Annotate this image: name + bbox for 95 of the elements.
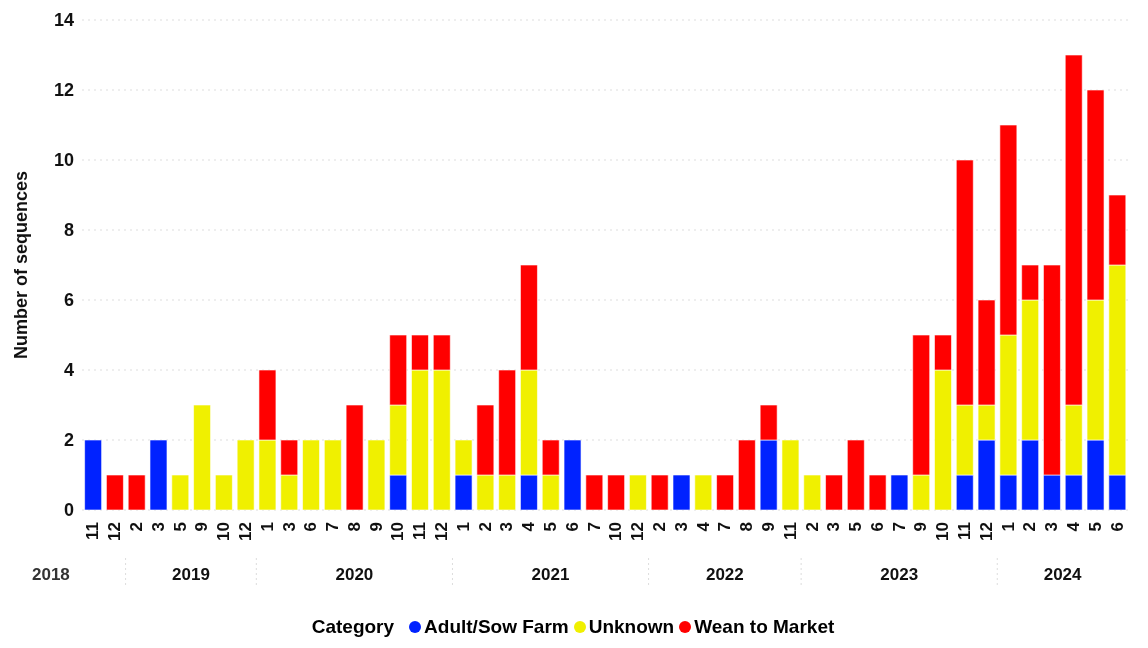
bar xyxy=(106,474,124,510)
bar xyxy=(171,474,190,510)
text: 2020 xyxy=(335,565,374,584)
x-tick-label: 5 xyxy=(541,522,561,532)
bar xyxy=(847,439,865,510)
x-tick-label: 10 xyxy=(214,522,234,541)
bar xyxy=(84,439,102,510)
x-tick-label: 2 xyxy=(1020,522,1040,532)
legend-label: Unknown xyxy=(587,616,675,637)
x-tick-label: 5 xyxy=(846,522,866,532)
x-tick-label: 9 xyxy=(192,522,212,532)
text: 2024 xyxy=(1043,565,1083,584)
y-tick-label: 4 xyxy=(63,360,74,381)
x-tick-label: 4 xyxy=(519,521,539,532)
x-tick-label: 12 xyxy=(976,522,996,541)
x-tick-label: 2 xyxy=(649,522,669,532)
x-tick-label: 6 xyxy=(301,522,321,532)
x-tick-label: 4 xyxy=(693,521,713,532)
text: 2018 xyxy=(32,565,70,584)
bar xyxy=(149,439,168,510)
bar xyxy=(738,439,756,510)
bar xyxy=(868,474,887,510)
x-tick-label: 12 xyxy=(235,522,255,541)
x-tick-label: 9 xyxy=(911,522,931,532)
bar xyxy=(367,439,386,510)
x-tick-label: 10 xyxy=(388,522,408,541)
x-tick-label: 7 xyxy=(889,522,909,532)
y-tick-label: 14 xyxy=(53,10,74,31)
y-axis-title: Number of sequences xyxy=(11,170,32,360)
x-tick-label: 12 xyxy=(628,522,648,541)
bar xyxy=(629,474,647,510)
x-tick-label: 8 xyxy=(737,522,757,532)
x-tick-label: 9 xyxy=(366,522,386,532)
legend-label: Wean to Market xyxy=(693,616,835,637)
y-tick-label: 12 xyxy=(53,80,74,101)
x-tick-label: 3 xyxy=(1042,522,1062,532)
x-tick-label: 2 xyxy=(802,522,822,532)
x-tick-label: 10 xyxy=(933,522,953,541)
bar xyxy=(825,474,843,510)
bar xyxy=(650,474,669,510)
bar xyxy=(672,474,691,510)
x-tick-label: 6 xyxy=(562,522,582,532)
x-tick-label: 11 xyxy=(780,522,800,540)
x-tick-label: 3 xyxy=(824,522,844,532)
y-tick-label: 6 xyxy=(63,290,74,311)
x-tick-label: 3 xyxy=(497,522,517,532)
bar xyxy=(890,474,909,510)
x-tick-label: 3 xyxy=(671,522,691,532)
bar xyxy=(236,439,255,510)
x-tick-label: 7 xyxy=(715,522,735,532)
x-tick-label: 2 xyxy=(475,522,495,532)
bar xyxy=(563,439,582,510)
x-tick-label: 7 xyxy=(584,522,604,532)
x-tick-label: 1 xyxy=(257,522,277,532)
bar xyxy=(302,439,320,510)
y-tick-label: 2 xyxy=(63,430,74,451)
x-tick-label: 9 xyxy=(758,522,778,532)
x-tick-label: 11 xyxy=(410,522,430,540)
x-tick-label: 10 xyxy=(606,522,626,541)
bar xyxy=(324,439,342,510)
x-tick-label: 3 xyxy=(279,522,299,532)
bar xyxy=(607,474,625,510)
y-tick-label: 0 xyxy=(63,500,74,521)
x-tick-label: 8 xyxy=(344,522,364,532)
bar xyxy=(803,474,822,510)
x-tick-label: 7 xyxy=(323,522,343,532)
x-tick-label: 1 xyxy=(998,522,1018,532)
bar xyxy=(127,474,146,510)
y-tick-label: 10 xyxy=(53,150,74,171)
text: 2023 xyxy=(880,565,919,584)
x-tick-label: 6 xyxy=(867,522,887,532)
text: 2021 xyxy=(531,565,570,584)
x-tick-label: 5 xyxy=(1085,522,1105,532)
x-tick-label: 11 xyxy=(955,522,975,540)
bar xyxy=(781,439,800,510)
x-tick-label: 12 xyxy=(432,522,452,541)
bar xyxy=(585,474,604,510)
bar xyxy=(694,474,713,510)
x-tick-label: 5 xyxy=(170,522,190,532)
x-tick-label: 12 xyxy=(105,522,125,541)
y-tick-label: 8 xyxy=(63,220,74,241)
bar xyxy=(215,474,233,510)
x-tick-label: 4 xyxy=(1064,521,1084,532)
bar xyxy=(716,474,734,510)
x-tick-label: 2 xyxy=(126,522,146,532)
x-tick-label: 6 xyxy=(1107,522,1127,532)
legend-label: Adult/Sow Farm xyxy=(423,616,569,637)
x-tick-label: 11 xyxy=(83,522,103,540)
bar xyxy=(345,404,364,510)
text: 2019 xyxy=(172,565,210,584)
x-tick-label: 1 xyxy=(453,522,473,532)
x-tick-label: 3 xyxy=(148,522,168,532)
bar xyxy=(193,404,211,510)
legend-title: Category xyxy=(311,616,395,637)
text: 2022 xyxy=(705,565,744,584)
